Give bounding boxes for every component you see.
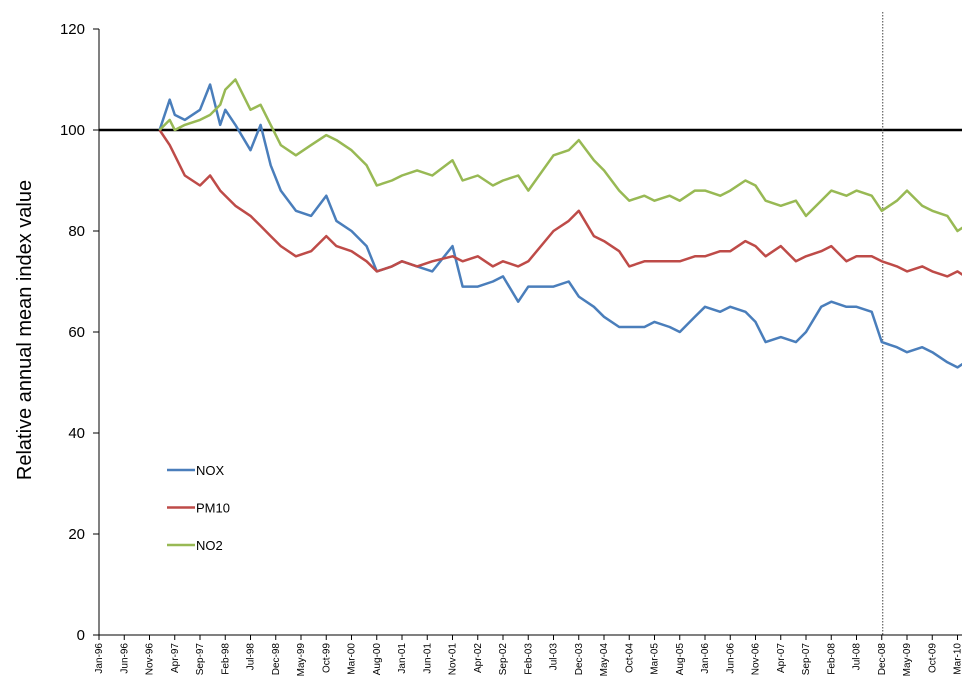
x-tick-label: Jun-01: [422, 643, 433, 674]
x-tick-label: Jan-06: [700, 643, 711, 674]
x-tick-label: May-04: [599, 643, 610, 677]
x-tick-label: Oct-09: [927, 643, 938, 673]
y-tick-label: 60: [68, 324, 85, 341]
x-tick-label: Apr-07: [776, 643, 787, 673]
x-axis: Jan-96 Jun-96 Nov-96 Apr-97 Sep-97 Feb-98 Jul-…: [94, 634, 962, 677]
x-tick-label: Sep-07: [801, 643, 812, 676]
x-tick-label: Feb-08: [826, 643, 837, 675]
y-tick-label: 80: [68, 223, 85, 240]
x-tick-label: Jun-96: [119, 643, 130, 674]
legend-label-pm10: PM10: [196, 501, 230, 516]
x-tick-label: Jun-06: [725, 643, 736, 674]
x-tick-label: Feb-03: [523, 643, 534, 675]
x-tick-label: Nov-06: [751, 643, 762, 676]
x-tick-label: Oct-04: [624, 643, 635, 673]
series-line-nox: [158, 83, 962, 369]
y-tick-label: 20: [68, 526, 85, 543]
y-tick-label: 120: [60, 21, 85, 38]
x-tick-label: Dec-08: [877, 643, 888, 676]
legend-label-nox: NOX: [196, 463, 225, 478]
x-tick-label: Nov-96: [145, 643, 156, 676]
x-tick-label: Jan-01: [397, 643, 408, 674]
x-tick-label: May-99: [296, 643, 307, 677]
x-tick-label: Sep-97: [195, 643, 206, 676]
x-tick-label: Aug-00: [372, 643, 383, 676]
legend-label-no2: NO2: [196, 538, 223, 553]
y-tick-label: 100: [60, 122, 85, 139]
x-tick-label: Mar-00: [347, 643, 358, 675]
y-axis: 0 20 40 60 80 100 120: [60, 21, 100, 644]
x-tick-label: Jul-08: [852, 643, 863, 671]
x-tick-label: Feb-98: [220, 643, 231, 675]
x-tick-label: Dec-98: [271, 643, 282, 676]
series-line-no2: [158, 78, 962, 233]
x-tick-label: Dec-03: [574, 643, 585, 676]
x-tick-label: Oct-99: [321, 643, 332, 673]
series-line-pm10: [158, 129, 962, 278]
x-tick-label: Apr-97: [170, 643, 181, 673]
reference-line-group: [99, 12, 962, 635]
x-tick-label: Jul-03: [549, 643, 560, 671]
x-tick-label: Aug-05: [675, 643, 686, 676]
y-tick-label: 0: [77, 627, 85, 644]
x-tick-label: Nov-01: [448, 643, 459, 676]
x-tick-label: Jan-96: [94, 643, 105, 674]
y-axis-title: Relative annual mean index value: [14, 180, 36, 480]
x-tick-label: Mar-10: [953, 643, 962, 675]
x-tick-label: Jul-98: [246, 643, 257, 671]
x-tick-label: Mar-05: [650, 643, 661, 675]
x-tick-label: Sep-02: [498, 643, 509, 676]
x-tick-label: May-09: [902, 643, 913, 677]
x-tick-label: Apr-02: [473, 643, 484, 673]
series-lines: [158, 78, 962, 369]
y-tick-label: 40: [68, 425, 85, 442]
legend: NOX PM10 NO2: [167, 463, 230, 553]
